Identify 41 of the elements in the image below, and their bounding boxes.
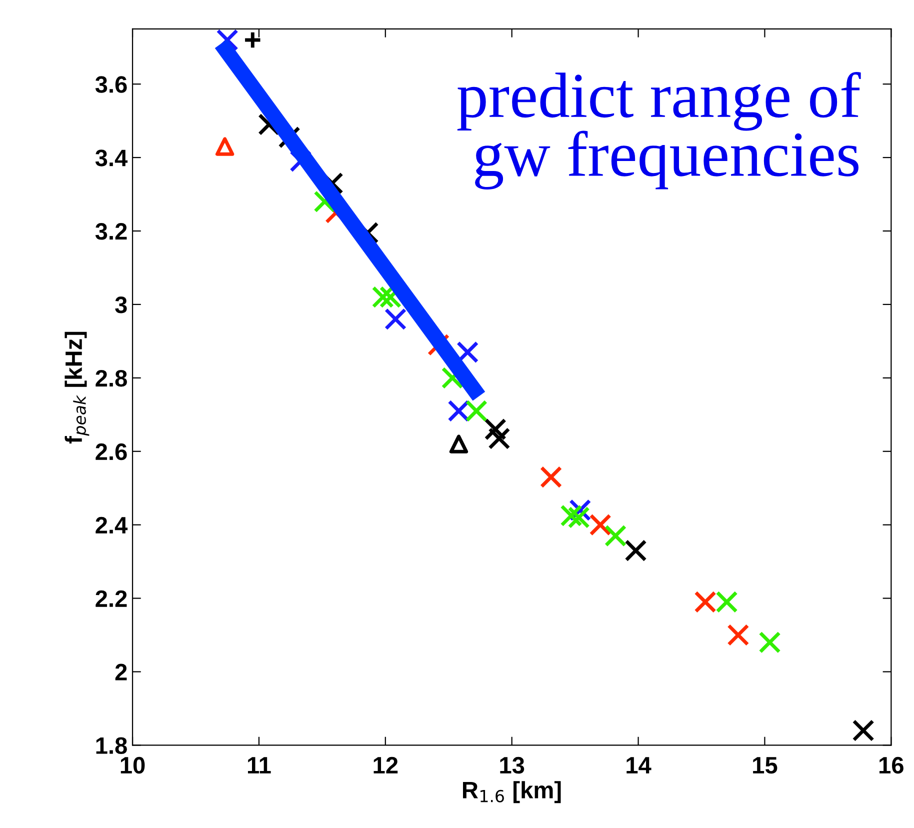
point	[727, 624, 750, 646]
x-tick-label: 10	[120, 756, 145, 774]
point	[604, 524, 627, 547]
point	[484, 418, 506, 440]
point	[372, 286, 394, 308]
x-tick-label: 11	[248, 757, 271, 774]
point	[624, 539, 647, 562]
x-tick-label: 12	[374, 756, 398, 774]
x-tick-label: 15	[753, 757, 778, 774]
point	[449, 434, 468, 454]
point	[589, 514, 612, 536]
y-tick-label: 1.8	[96, 737, 127, 754]
y-tick-label: 2	[115, 664, 127, 680]
point	[384, 308, 407, 330]
point	[852, 719, 874, 742]
point	[716, 590, 738, 614]
y-tick-label: 3.2	[95, 223, 127, 240]
point	[540, 466, 562, 488]
y-tick-label: 3.6	[95, 76, 127, 93]
annotation: predict range of gw frequencies	[457, 72, 861, 190]
x-tick-label: 14	[626, 757, 652, 774]
y-tick-label: 2.2	[96, 590, 127, 607]
y-tick-label: 2.6	[96, 443, 127, 460]
x-tick-label: 16	[880, 756, 904, 774]
y-tick-label: 3.4	[95, 150, 128, 166]
point	[448, 400, 470, 422]
point	[465, 400, 488, 422]
point	[456, 341, 479, 364]
point	[758, 631, 781, 654]
x-axis-title: R$_{1.6}$ [km]	[463, 781, 561, 804]
y-tick-label: 2.4	[96, 516, 128, 534]
point	[694, 590, 716, 614]
point	[488, 427, 510, 450]
point	[560, 504, 582, 527]
x-tick-label: 13	[500, 756, 524, 774]
y-tick-label: 2.8	[96, 370, 127, 387]
y-tick-label: 3	[115, 296, 127, 314]
point	[215, 137, 234, 156]
y-axis-title: f$_{peak}$ [kHz]	[64, 332, 90, 444]
point	[243, 30, 262, 50]
point	[568, 506, 590, 529]
